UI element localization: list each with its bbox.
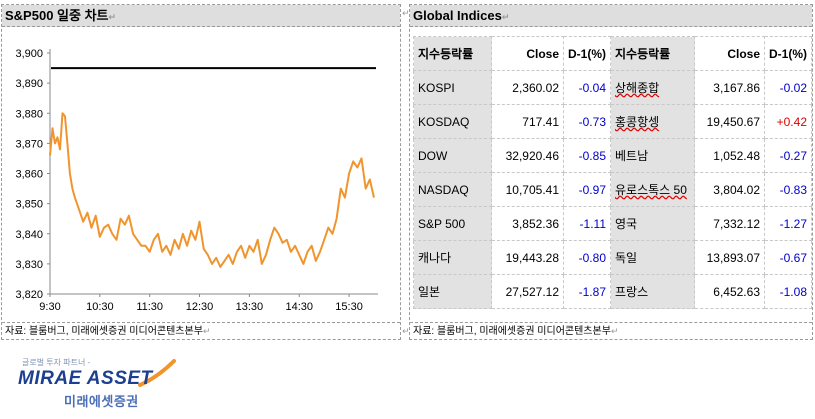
change-value-2: -0.02 — [764, 70, 812, 105]
x-tick-label: 12:30 — [186, 301, 214, 313]
y-tick-label: 3,880 — [15, 108, 43, 120]
cell-marker-bottom: ↵ — [402, 326, 410, 336]
table-header-row: 지수등락률 Close D-1(%) 지수등락률 Close D-1(%) — [413, 36, 812, 71]
global-indices-table: 지수등락률 Close D-1(%) 지수등락률 Close D-1(%) KO… — [413, 36, 812, 309]
change-value-2: -1.27 — [764, 206, 812, 241]
close-value: 27,527.12 — [491, 274, 564, 309]
y-tick-label: 3,900 — [15, 48, 43, 60]
index-name: DOW — [413, 138, 492, 173]
y-tick-label: 3,870 — [15, 138, 43, 150]
change-value-2: -0.67 — [764, 240, 812, 275]
x-tick-label: 11:30 — [136, 301, 163, 313]
index-name: 캐나다 — [413, 240, 492, 275]
change-value: -0.80 — [563, 240, 611, 275]
index-name: KOSDAQ — [413, 104, 492, 139]
index-name-text: 프랑스 — [615, 285, 649, 299]
table-row: KOSDAQ 717.41 -0.73 홍콩항셍 19,450.67 +0.42 — [413, 104, 812, 139]
y-tick-label: 3,840 — [15, 229, 43, 241]
col-header-close: Close — [491, 36, 564, 71]
close-value-2: 6,452.63 — [694, 274, 765, 309]
col-header-change: D-1(%) — [563, 36, 611, 71]
y-tick-label: 3,820 — [15, 289, 43, 301]
index-name-2: 홍콩항셍 — [610, 104, 695, 139]
y-tick-label: 3,850 — [15, 199, 43, 211]
change-value-2: -0.27 — [764, 138, 812, 173]
index-name-2: 영국 — [610, 206, 695, 241]
cell-marker: ↵ — [402, 8, 410, 18]
index-name: S&P 500 — [413, 206, 492, 241]
index-name-text: 독일 — [615, 251, 638, 265]
close-value-2: 13,893.07 — [694, 240, 765, 275]
index-name: NASDAQ — [413, 172, 492, 207]
table-row: S&P 500 3,852.36 -1.11 영국 7,332.12 -1.27 — [413, 206, 812, 241]
index-name-2: 프랑스 — [610, 274, 695, 309]
change-value-2: -1.08 — [764, 274, 812, 309]
change-value: -0.85 — [563, 138, 611, 173]
chart-panel-title: S&P500 일중 차트↵ — [2, 5, 400, 27]
index-name-text: S&P 500 — [418, 216, 466, 231]
x-tick-label: 10:30 — [86, 301, 114, 313]
mirae-asset-logo: 글로벌 투자 파트너 - MIRAE ASSET 미래에셋증권 — [18, 355, 178, 415]
index-name-text: 유로스톡스 50 — [615, 183, 687, 197]
close-value: 3,852.36 — [491, 206, 564, 241]
y-tick-label: 3,860 — [15, 169, 43, 181]
col-header-index: 지수등락률 — [413, 36, 492, 71]
global-indices-panel: Global Indices↵ 지수등락률 Close D-1(%) 지수등락률… — [409, 4, 813, 340]
index-name-2: 상해종합 — [610, 70, 695, 105]
index-name-2: 유로스톡스 50 — [610, 172, 695, 207]
sp500-series-line — [49, 112, 375, 268]
indices-source-note: 자료: 블룸버그, 미래에셋증권 미디어콘텐츠본부↵ — [410, 322, 812, 339]
sp500-intraday-chart: 3,900 3,890 3,880 3,870 3,860 3,850 3,840 3,830… — [15, 48, 378, 313]
close-value: 2,360.02 — [491, 70, 564, 105]
close-value: 19,443.28 — [491, 240, 564, 275]
change-value-2: +0.42 — [764, 104, 812, 139]
close-value-2: 7,332.12 — [694, 206, 765, 241]
index-name: 일본 — [413, 274, 492, 309]
close-value: 717.41 — [491, 104, 564, 139]
close-value-2: 3,804.02 — [694, 172, 765, 207]
col-header-close-2: Close — [694, 36, 765, 71]
x-tick-label: 15:30 — [335, 301, 363, 313]
table-row: 캐나다 19,443.28 -0.80 독일 13,893.07 -0.67 — [413, 240, 812, 275]
change-value-2: -0.83 — [764, 172, 812, 207]
close-value: 32,920.46 — [491, 138, 564, 173]
x-tick-label: 14:30 — [285, 301, 313, 313]
chart-source-note: 자료: 블룸버그, 미래에셋증권 미디어콘텐츠본부↵ — [2, 322, 400, 339]
table-row: DOW 32,920.46 -0.85 베트남 1,052.48 -0.27 — [413, 138, 812, 173]
col-header-change-2: D-1(%) — [764, 36, 812, 71]
index-name: KOSPI — [413, 70, 492, 105]
logo-korean: 미래에셋증권 — [64, 394, 139, 409]
table-row: 일본 27,527.12 -1.87 프랑스 6,452.63 -1.08 — [413, 274, 812, 309]
logo-swoosh-icon — [138, 359, 176, 387]
close-value-2: 19,450.67 — [694, 104, 765, 139]
index-name-2: 독일 — [610, 240, 695, 275]
x-tick-label: 13:30 — [236, 301, 264, 313]
sp500-intraday-panel: S&P500 일중 차트↵ 3,900 3,890 3,880 3,870 3,860 3… — [1, 4, 401, 340]
index-name-2: 베트남 — [610, 138, 695, 173]
change-value: -0.04 — [563, 70, 611, 105]
index-name-text: 영국 — [615, 217, 638, 231]
col-header-index-2: 지수등락률 — [610, 36, 695, 71]
logo-brand: MIRAE ASSET — [18, 368, 153, 389]
logo-tagline: 글로벌 투자 파트너 - — [22, 358, 91, 367]
close-value: 10,705.41 — [491, 172, 564, 207]
change-value: -0.73 — [563, 104, 611, 139]
x-tick-label: 9:30 — [39, 301, 60, 313]
y-tick-label: 3,830 — [15, 259, 43, 271]
indices-panel-title: Global Indices↵ — [410, 5, 812, 27]
y-tick-label: 3,890 — [15, 78, 43, 90]
index-name-text: 홍콩항셍 — [615, 115, 660, 129]
change-value: -1.11 — [563, 206, 611, 241]
index-name-text: 상해종합 — [615, 81, 660, 95]
change-value: -1.87 — [563, 274, 611, 309]
table-row: NASDAQ 10,705.41 -0.97 유로스톡스 50 3,804.02 -0.8… — [413, 172, 812, 207]
change-value: -0.97 — [563, 172, 611, 207]
close-value-2: 1,052.48 — [694, 138, 765, 173]
index-name-text: 베트남 — [615, 149, 649, 163]
table-row: KOSPI 2,360.02 -0.04 상해종합 3,167.86 -0.02 — [413, 70, 812, 105]
close-value-2: 3,167.86 — [694, 70, 765, 105]
